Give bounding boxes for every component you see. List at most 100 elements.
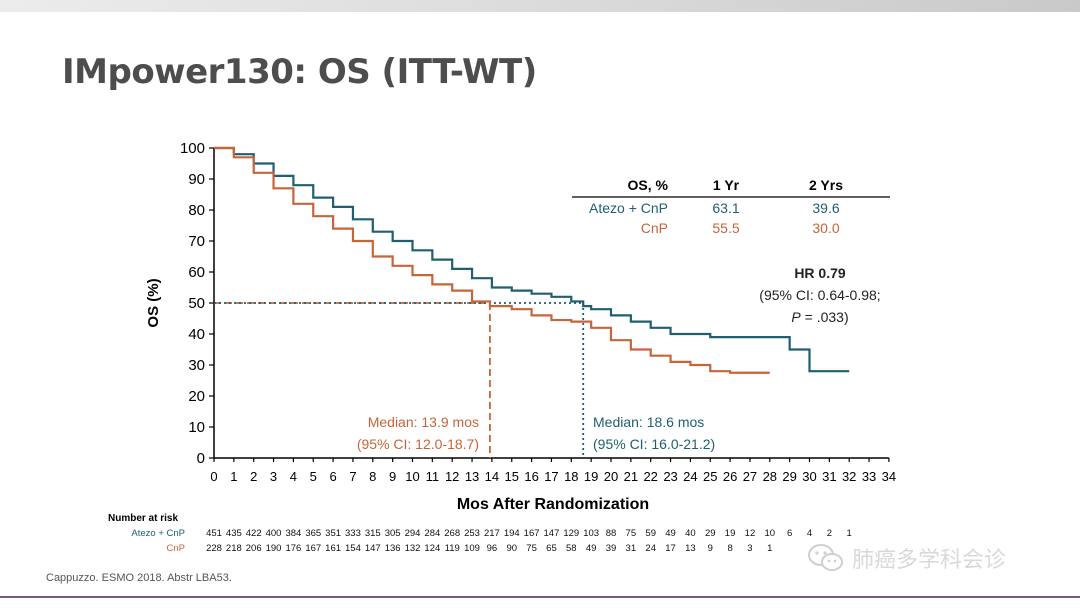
number-at-risk: Number at risk Atezo + CnP CnP 451 435 422… xyxy=(108,513,852,554)
risk-value: 284 xyxy=(424,528,440,539)
x-tick-label: 26 xyxy=(723,469,737,484)
x-tick-label: 22 xyxy=(643,469,657,484)
y-tick-label: 100 xyxy=(180,140,205,157)
x-tick-label: 25 xyxy=(703,469,717,484)
risk-value: 190 xyxy=(266,543,282,554)
risk-value: 167 xyxy=(305,543,321,554)
y-tick-label: 10 xyxy=(188,419,205,436)
x-tick-label: 6 xyxy=(329,469,336,484)
top-gradient-bar xyxy=(0,0,1080,12)
x-tick-label: 0 xyxy=(210,469,217,484)
os-table: OS, % 1 Yr 2 Yrs Atezo + CnP 63.1 39.6 C… xyxy=(572,177,890,236)
risk-value: 253 xyxy=(464,528,480,539)
risk-value: 268 xyxy=(444,528,460,539)
watermark-text: 肺癌多学科会诊 xyxy=(852,547,1007,572)
risk-value: 49 xyxy=(586,543,597,554)
x-tick-label: 14 xyxy=(485,469,499,484)
risk-value: 8 xyxy=(727,543,732,554)
x-tick-label: 11 xyxy=(426,469,440,484)
y-axis-title: OS (%) xyxy=(145,278,162,327)
y-tick-label: 60 xyxy=(188,264,205,281)
x-tick-label: 12 xyxy=(445,469,459,484)
risk-value: 147 xyxy=(544,528,560,539)
risk-value: 2 xyxy=(827,528,832,539)
risk-value: 29 xyxy=(705,528,716,539)
x-tick-label: 18 xyxy=(564,469,578,484)
risk-value: 435 xyxy=(226,528,242,539)
x-tick-label: 23 xyxy=(663,469,677,484)
risk-value: 39 xyxy=(606,543,617,554)
risk-value: 12 xyxy=(745,528,756,539)
hr-pvalue: P = .033) xyxy=(791,309,848,325)
x-tick-label: 15 xyxy=(505,469,519,484)
median-atezo-annotation: Median: 18.6 mos (95% CI: 16.0-21.2) xyxy=(593,414,715,452)
risk-value: 194 xyxy=(504,528,520,539)
risk-value: 305 xyxy=(385,528,401,539)
risk-value: 147 xyxy=(365,543,381,554)
median-cnp-ci: (95% CI: 12.0-18.7) xyxy=(357,436,479,452)
x-tick-label: 32 xyxy=(842,469,856,484)
risk-value: 17 xyxy=(665,543,676,554)
x-tick-label: 1 xyxy=(230,469,237,484)
hr-value: HR 0.79 xyxy=(794,265,846,281)
x-tick-label: 8 xyxy=(369,469,376,484)
x-tick-label: 24 xyxy=(683,469,697,484)
risk-value: 40 xyxy=(685,528,696,539)
risk-value: 206 xyxy=(246,543,262,554)
risk-value: 136 xyxy=(385,543,401,554)
risk-label-atezo: Atezo + CnP xyxy=(131,528,185,539)
risk-value: 75 xyxy=(626,528,637,539)
risk-value: 218 xyxy=(226,543,242,554)
risk-value: 24 xyxy=(645,543,656,554)
risk-label-cnp: CnP xyxy=(167,543,185,554)
watermark: 肺癌多学科会诊 xyxy=(806,542,1006,574)
table-row-cnp-label: CnP xyxy=(641,220,668,236)
x-tick-label: 19 xyxy=(584,469,598,484)
risk-value: 59 xyxy=(645,528,656,539)
x-tick-label: 13 xyxy=(465,469,479,484)
risk-value: 176 xyxy=(285,543,301,554)
slide-title: IMpower130: OS (ITT-WT) xyxy=(62,52,537,92)
risk-value: 1 xyxy=(767,543,772,554)
risk-value: 65 xyxy=(546,543,557,554)
risk-value: 217 xyxy=(484,528,500,539)
citation: Cappuzzo. ESMO 2018. Abstr LBA53. xyxy=(46,572,232,584)
risk-value: 75 xyxy=(526,543,537,554)
risk-value: 451 xyxy=(206,528,222,539)
risk-value: 129 xyxy=(563,528,579,539)
x-tick-label: 16 xyxy=(524,469,538,484)
survival-curve-cnp xyxy=(214,146,770,374)
median-atezo-ci: (95% CI: 16.0-21.2) xyxy=(593,436,715,452)
risk-value: 422 xyxy=(246,528,262,539)
risk-value: 90 xyxy=(506,543,517,554)
y-tick-label: 30 xyxy=(188,357,205,374)
x-tick-label: 5 xyxy=(310,469,317,484)
risk-value: 1 xyxy=(847,528,852,539)
x-tick-label: 30 xyxy=(802,469,816,484)
risk-value: 400 xyxy=(266,528,282,539)
bottom-rule xyxy=(0,596,1080,598)
table-row-cnp-2yr: 30.0 xyxy=(812,220,839,236)
risk-value: 9 xyxy=(708,543,713,554)
risk-value: 365 xyxy=(305,528,321,539)
risk-value: 228 xyxy=(206,543,222,554)
x-tick-label: 20 xyxy=(604,469,618,484)
risk-value: 315 xyxy=(365,528,381,539)
risk-value: 19 xyxy=(725,528,736,539)
risk-value: 154 xyxy=(345,543,361,554)
x-tick-label: 28 xyxy=(763,469,777,484)
risk-value: 161 xyxy=(325,543,341,554)
x-tick-label: 2 xyxy=(250,469,257,484)
table-row-atezo-1yr: 63.1 xyxy=(712,200,739,216)
risk-value: 124 xyxy=(424,543,440,554)
survival-curves xyxy=(214,146,850,374)
y-tick-label: 0 xyxy=(197,450,205,467)
risk-value: 351 xyxy=(325,528,341,539)
hr-annotation: HR 0.79 (95% CI: 0.64-0.98; P = .033) xyxy=(759,265,880,325)
risk-value: 119 xyxy=(445,543,460,554)
x-tick-label: 7 xyxy=(349,469,356,484)
risk-value: 13 xyxy=(685,543,696,554)
risk-value: 4 xyxy=(807,528,812,539)
y-tick-label: 50 xyxy=(188,295,205,312)
